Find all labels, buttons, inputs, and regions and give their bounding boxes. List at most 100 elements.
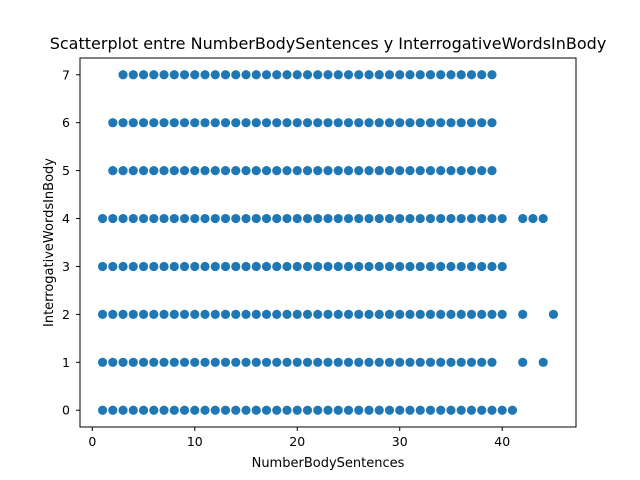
plot-frame [79,57,577,428]
data-point [159,213,169,224]
data-point [436,213,446,224]
data-point [343,261,354,272]
data-point [456,166,466,176]
y-tick-label: 4 [62,211,70,226]
data-point [333,357,343,367]
data-point [149,261,159,272]
data-point [456,405,466,415]
data-point [159,70,169,80]
data-point [149,213,159,224]
data-point [118,166,128,176]
data-point [200,261,210,272]
x-tick-label: 40 [494,434,510,449]
data-point [128,166,138,176]
data-point [395,70,405,80]
data-point [323,405,333,415]
data-point [220,118,231,128]
data-point [446,213,456,224]
data-point [97,309,108,319]
data-point [405,309,415,319]
data-point [477,166,487,176]
data-point [518,309,528,319]
data-point [272,213,282,224]
data-point [108,405,118,415]
data-point [374,166,384,176]
data-point [384,213,395,224]
data-point [251,261,261,272]
data-point [364,405,374,415]
data-point [395,166,405,176]
data-point [272,261,282,272]
data-point [138,261,149,272]
data-point [179,261,190,272]
data-point [395,309,405,319]
data-point [282,70,292,80]
data-point [313,405,323,415]
data-point [97,213,108,224]
data-point [179,118,190,128]
data-point [128,309,138,319]
data-point [374,357,384,367]
data-point [354,405,364,415]
data-point [497,261,507,272]
data-point [333,261,343,272]
data-point [313,166,323,176]
data-point [323,70,333,80]
y-tick-label: 2 [62,307,70,322]
data-points [97,70,559,415]
data-point [261,118,272,128]
data-point [108,261,118,272]
data-point [343,213,354,224]
data-point [292,166,302,176]
data-point [487,166,497,176]
data-point [251,166,261,176]
data-point [466,261,477,272]
data-point [220,70,231,80]
data-point [313,261,323,272]
data-point [231,261,241,272]
data-point [169,357,179,367]
data-point [395,261,405,272]
data-point [446,261,456,272]
data-point [149,118,159,128]
data-point [108,357,118,367]
data-point [128,70,138,80]
x-tick-label: 0 [88,434,96,449]
data-point [456,309,466,319]
x-tick-label: 30 [392,434,408,449]
data-point [354,357,364,367]
data-point [333,166,343,176]
data-point [190,118,200,128]
y-tick-label: 6 [62,115,70,130]
data-point [354,309,364,319]
data-point [149,357,159,367]
data-point [118,357,128,367]
data-point [149,70,159,80]
data-point [446,309,456,319]
data-point [292,261,302,272]
data-point [466,70,477,80]
data-point [241,213,251,224]
data-point [272,357,282,367]
data-point [282,118,292,128]
data-point [477,357,487,367]
data-point [425,118,436,128]
data-point [128,357,138,367]
data-point [384,118,395,128]
data-point [231,357,241,367]
data-point [487,261,497,272]
data-point [272,405,282,415]
data-point [354,261,364,272]
data-point [231,70,241,80]
data-point [364,213,374,224]
data-point [231,213,241,224]
data-point [179,70,190,80]
data-point [466,118,477,128]
data-point [354,213,364,224]
data-point [210,261,220,272]
data-point [179,213,190,224]
data-point [292,309,302,319]
data-point [415,213,425,224]
data-point [425,357,436,367]
